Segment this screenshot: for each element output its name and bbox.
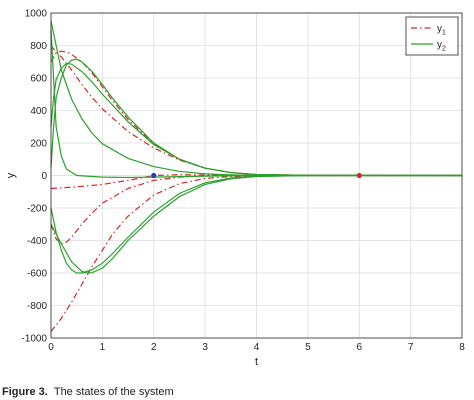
figure-caption: Figure 3. The states of the system	[2, 386, 174, 398]
series-line-y2-11	[50, 29, 462, 179]
y-tick-label: 400	[30, 106, 47, 117]
series-layer	[50, 21, 463, 332]
series-line-y2-7	[50, 62, 463, 177]
y-axis-label: y	[5, 172, 17, 178]
x-axis-label: t	[255, 356, 258, 368]
x-tick-label: 2	[151, 342, 157, 353]
y-tick-label: -1000	[21, 334, 47, 345]
legend-label-1: y1	[437, 24, 446, 37]
x-tick-label: 7	[408, 342, 414, 353]
caption-label: Figure 3.	[2, 386, 48, 398]
grid	[50, 12, 463, 339]
x-tick-label: 3	[202, 342, 208, 353]
legend-label-2: y2	[437, 40, 446, 53]
series-line-y2-9	[50, 174, 462, 274]
event-marker-1	[151, 172, 157, 179]
series-line-y1-4	[50, 174, 462, 332]
series-line-y2-10	[50, 174, 462, 274]
y-tick-label: -400	[27, 236, 47, 247]
y-tick-label: 600	[30, 74, 47, 85]
series-line-y1-1	[50, 50, 463, 177]
y-tick-label: -600	[27, 269, 47, 280]
y-tick-labels: -1000 -800 -600 -400 -200 0 200 400 600 800 1000	[21, 9, 47, 345]
x-tick-label: 0	[48, 342, 54, 353]
marker-layer	[151, 172, 362, 179]
y-tick-label: -800	[27, 301, 47, 312]
y-tick-label: 0	[41, 171, 47, 182]
x-tick-label: 6	[356, 342, 362, 353]
event-marker-2	[356, 172, 362, 179]
x-tick-label: 4	[254, 342, 260, 353]
x-tick-label: 8	[459, 342, 465, 353]
plot-frame	[50, 12, 463, 339]
x-tick-label: 1	[100, 342, 106, 353]
y-tick-label: -200	[27, 204, 47, 215]
x-tick-labels: 0 1 2 3 4 5 6 7 8	[48, 342, 465, 353]
x-tick-label: 5	[305, 342, 311, 353]
caption-text: The states of the system	[53, 386, 174, 398]
y-tick-label: 800	[30, 41, 47, 52]
y-tick-label: 1000	[25, 9, 48, 20]
legend-box	[405, 16, 459, 56]
y-tick-label: 200	[30, 139, 47, 150]
